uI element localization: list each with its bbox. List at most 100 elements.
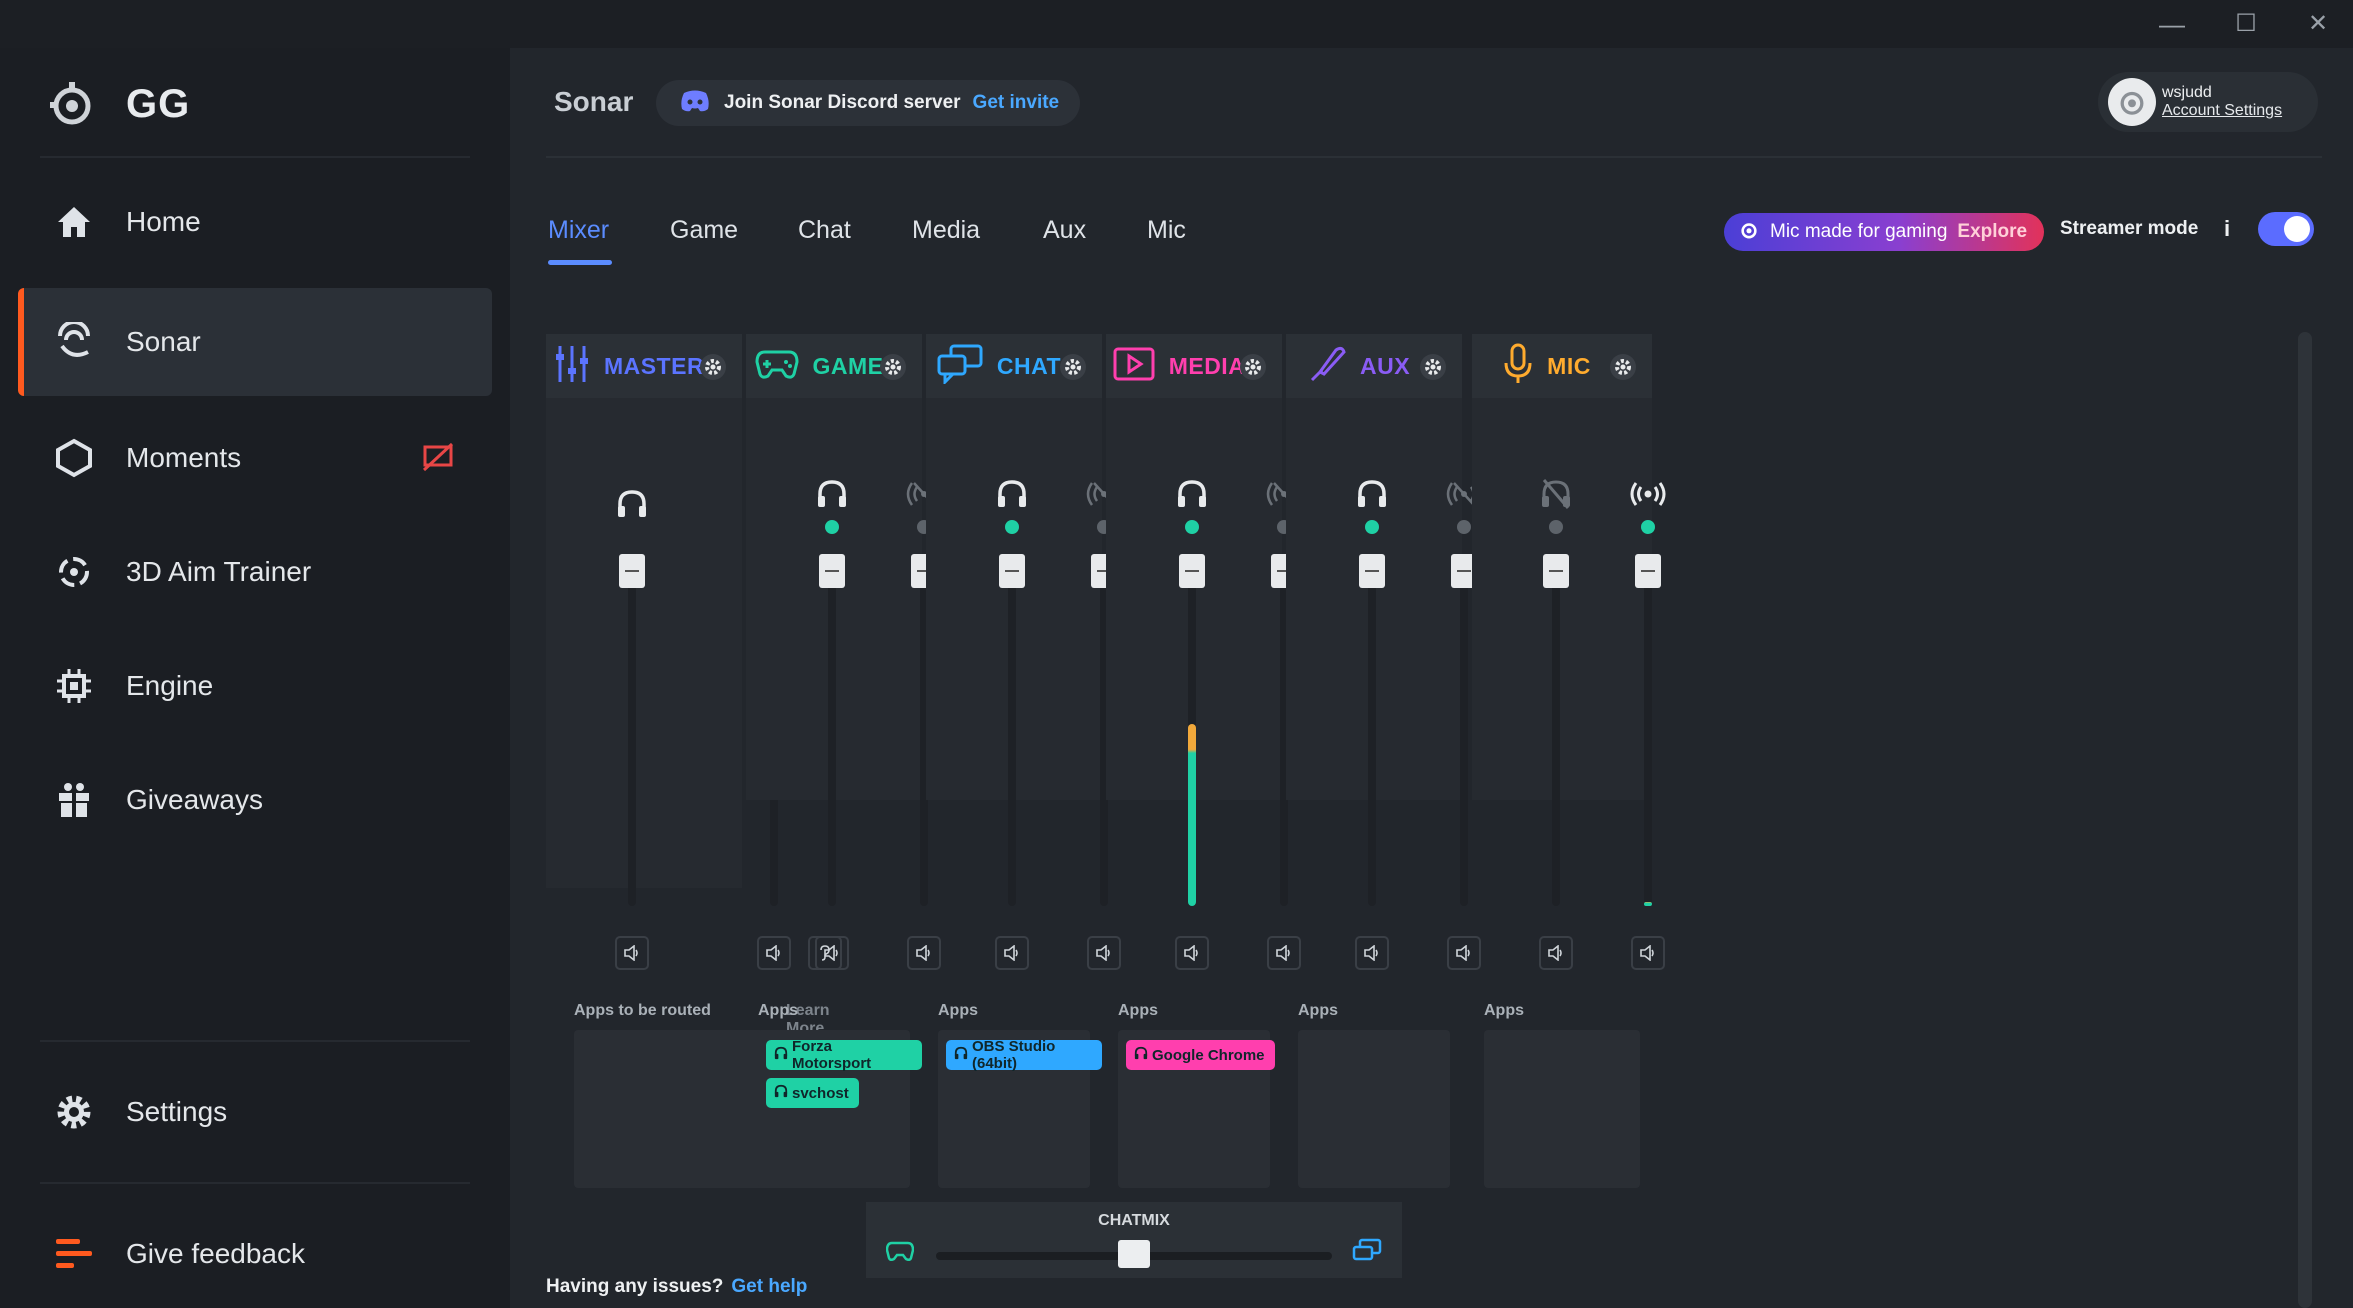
route-status-dot <box>1457 520 1471 534</box>
home-icon <box>54 202 94 242</box>
aux-icon <box>1308 344 1346 389</box>
channel-settings-gear-icon[interactable] <box>1240 354 1266 380</box>
volume-slider-knob[interactable] <box>1635 554 1661 588</box>
speaker-mute-icon[interactable] <box>815 936 849 970</box>
speaker-mute-icon[interactable] <box>995 936 1029 970</box>
tab-chat[interactable]: Chat <box>798 216 851 244</box>
chatmix-panel: CHATMIX <box>866 1202 1402 1278</box>
get-invite-link[interactable]: Get invite <box>972 92 1060 113</box>
headphones-icon[interactable] <box>612 484 652 524</box>
title-bar: — ☐ ✕ <box>0 0 2353 48</box>
channel-chat: CHAT Apps OBS Studio (64bit) <box>926 334 1122 1188</box>
minimize-button[interactable]: — <box>2159 9 2185 39</box>
volume-slider-knob[interactable] <box>1359 554 1385 588</box>
volume-slider-track[interactable] <box>1008 556 1016 906</box>
streamer-mode-toggle[interactable] <box>2258 212 2314 246</box>
sidebar-item-engine[interactable]: Engine <box>18 632 492 740</box>
headphones-icon[interactable] <box>992 474 1032 514</box>
apps-drop-zone[interactable] <box>1298 1030 1450 1188</box>
channel-settings-gear-icon[interactable] <box>700 354 726 380</box>
sidebar-item-sonar[interactable]: Sonar <box>18 288 492 396</box>
apps-drop-zone[interactable] <box>1484 1030 1640 1188</box>
play-icon <box>1113 347 1155 386</box>
speaker-mute-icon[interactable] <box>1539 936 1573 970</box>
volume-slider-track[interactable] <box>1552 556 1560 906</box>
sidebar-item-moments[interactable]: Moments <box>18 404 492 512</box>
headphones-icon <box>1134 1046 1152 1064</box>
channel-settings-gear-icon[interactable] <box>1420 354 1446 380</box>
apps-label: Apps to be routed <box>574 1002 711 1019</box>
volume-level-meter <box>1188 724 1196 906</box>
volume-slider-track[interactable] <box>1644 556 1652 906</box>
get-help-link[interactable]: Get help <box>731 1276 808 1297</box>
app-chip[interactable]: Google Chrome <box>1126 1040 1275 1070</box>
microphone-icon <box>1503 343 1533 390</box>
discord-banner[interactable]: Join Sonar Discord server Get invite <box>656 80 1080 126</box>
channel-settings-gear-icon[interactable] <box>1060 354 1086 380</box>
volume-slider-track[interactable] <box>1100 556 1108 906</box>
account-settings-link[interactable]: Account Settings <box>2162 102 2283 119</box>
channel-media: MEDIA Apps Google Chrome <box>1106 334 1302 1188</box>
volume-slider-knob[interactable] <box>999 554 1025 588</box>
sidebar-item-label: Home <box>126 206 201 237</box>
volume-slider-track[interactable] <box>628 556 636 906</box>
promo-explore-link[interactable]: Explore <box>1957 221 2028 242</box>
account-widget[interactable]: wsjudd Account Settings <box>2098 72 2318 132</box>
speaker-mute-icon[interactable] <box>757 936 791 970</box>
tab-aux[interactable]: Aux <box>1043 216 1087 244</box>
volume-slider-track[interactable] <box>1280 556 1288 906</box>
chatmix-slider-knob[interactable] <box>1118 1240 1150 1268</box>
give-feedback-button[interactable]: Give feedback <box>18 1200 492 1308</box>
scrollbar[interactable] <box>2298 332 2312 1308</box>
volume-slider-track[interactable] <box>920 556 928 906</box>
info-icon[interactable]: i <box>2224 216 2231 241</box>
channel-name: MEDIA <box>1168 352 1246 379</box>
app-chip[interactable]: Forza Motorsport <box>766 1038 922 1072</box>
sidebar-item-home[interactable]: Home <box>18 168 492 276</box>
speaker-mute-icon[interactable] <box>1087 936 1121 970</box>
speaker-mute-icon[interactable] <box>1175 936 1209 970</box>
apps-label: Apps <box>1298 1002 1338 1019</box>
speaker-mute-icon[interactable] <box>615 936 649 970</box>
sidebar-item-giveaways[interactable]: Giveaways <box>18 746 492 854</box>
sidebar-item-aim-trainer[interactable]: 3D Aim Trainer <box>18 518 492 626</box>
recording-off-icon <box>422 442 454 477</box>
tab-mixer[interactable]: Mixer <box>548 216 610 244</box>
tab-mic[interactable]: Mic <box>1147 216 1186 244</box>
volume-slider-track[interactable] <box>1460 556 1468 906</box>
app-chip[interactable]: svchost <box>766 1078 859 1108</box>
tab-media[interactable]: Media <box>912 216 981 244</box>
channel-master: MASTER Apps to be routed Learn More <box>546 334 842 1188</box>
route-status-dot <box>1549 520 1563 534</box>
volume-slider-track[interactable] <box>1188 556 1196 906</box>
headphones-off-icon[interactable] <box>1536 474 1576 514</box>
close-button[interactable]: ✕ <box>2307 10 2329 37</box>
channel-header: MASTER <box>546 334 742 398</box>
headphones-icon[interactable] <box>812 474 852 514</box>
mic-promo-banner[interactable]: Mic made for gaming Explore <box>1724 213 2044 251</box>
headphones-icon[interactable] <box>1172 474 1212 514</box>
volume-slider-knob[interactable] <box>619 554 645 588</box>
volume-slider-track[interactable] <box>828 556 836 906</box>
channel-settings-gear-icon[interactable] <box>880 354 906 380</box>
maximize-button[interactable]: ☐ <box>2235 10 2257 37</box>
headphones-icon <box>954 1046 972 1064</box>
volume-slider-knob[interactable] <box>1543 554 1569 588</box>
speaker-mute-icon[interactable] <box>1631 936 1665 970</box>
volume-slider-knob[interactable] <box>819 554 845 588</box>
speaker-mute-icon[interactable] <box>907 936 941 970</box>
channel-settings-gear-icon[interactable] <box>1610 354 1636 380</box>
speaker-mute-icon[interactable] <box>1267 936 1301 970</box>
speaker-mute-icon[interactable] <box>1447 936 1481 970</box>
sidebar-item-settings[interactable]: Settings <box>18 1058 492 1166</box>
moments-icon <box>54 438 94 478</box>
volume-slider-knob[interactable] <box>1179 554 1205 588</box>
route-status-dot <box>825 520 839 534</box>
app-chip[interactable]: OBS Studio (64bit) <box>946 1038 1102 1072</box>
broadcast-icon[interactable] <box>1628 474 1668 514</box>
headphones-icon[interactable] <box>1352 474 1392 514</box>
channel-name: MASTER <box>603 352 705 379</box>
speaker-mute-icon[interactable] <box>1355 936 1389 970</box>
tab-game[interactable]: Game <box>670 216 739 244</box>
volume-slider-track[interactable] <box>1368 556 1376 906</box>
